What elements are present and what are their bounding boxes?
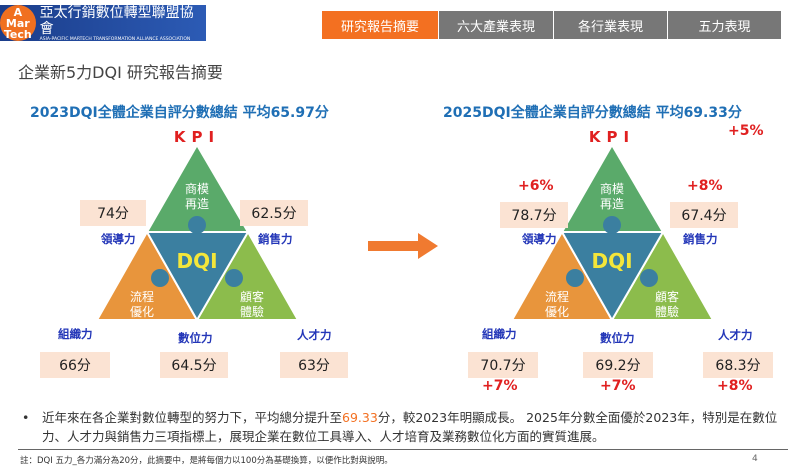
top-label: 商模 [185,181,209,196]
puzzle-knob [225,269,243,287]
diagram-2023-triangle: KPI 商模 再造 DQI 流程 優化 顧客 體驗 [95,128,300,323]
left-label: 優化 [130,305,154,319]
dqi-label: DQI [176,249,217,273]
summary-bullet: • 近年來在各企業對數位轉型的努力下，平均總分提升至69.33分，較2023年明… [22,408,792,446]
diagram-2023-title: 2023DQI全體企業自評分數總結 平均65.97分 [30,105,329,121]
score-digital-2023: 64.5分 [160,352,228,378]
score-leadership-2023: 74分 [80,200,146,226]
label-leadership: 領導力 [101,232,136,246]
right-label: 體驗 [655,305,679,319]
left-label: 流程 [545,289,569,304]
score-leadership-2025: 78.7分 [500,202,568,228]
change-digital: +7% [600,378,636,394]
kpi-label: KPI [174,128,220,146]
label-leadership: 領導力 [522,232,557,246]
right-label: 顧客 [655,289,679,304]
label-organization: 組織力 [482,327,517,341]
top-label: 再造 [600,197,624,211]
dqi-label: DQI [591,249,632,273]
label-talent: 人才力 [297,328,332,342]
tab-five-forces[interactable]: 五力表現 [668,11,781,39]
diagram-2025-title: 2025DQI全體企業自評分數總結 平均69.33分 [443,105,742,121]
tab-each-industry[interactable]: 各行業表現 [554,11,667,39]
summary-text: 近年來在各企業對數位轉型的努力下，平均總分提升至69.33分，較2023年明顯成… [42,410,778,444]
score-organization-2023: 66分 [40,352,110,378]
tab-research-summary[interactable]: 研究報告摘要 [322,11,438,39]
puzzle-knob [603,216,621,234]
score-talent-2023: 63分 [280,352,348,378]
arrow-right-icon [368,233,438,259]
score-organization-2025: 70.7分 [468,352,538,378]
change-talent: +8% [717,378,753,394]
page-number: 4 [752,454,758,464]
score-digital-2025: 69.2分 [583,352,653,378]
logo-subtitle: ASIA-PACIFIC MARTECH TRANSFORMATION ALLI… [39,36,191,42]
footnote: 註：DQI 五力_各力滿分為20分，此摘要中，是將每個力以100分為基礎換算，以… [20,456,393,466]
label-sales: 銷售力 [683,232,718,246]
label-digital: 數位力 [178,331,213,345]
overall-change: +5% [728,123,764,139]
score-talent-2025: 68.3分 [703,352,773,378]
divider [18,449,788,450]
left-label: 流程 [130,289,154,304]
top-label: 商模 [600,181,624,196]
right-label: 體驗 [240,305,264,319]
change-leadership: +6% [518,178,554,194]
top-label: 再造 [185,197,209,211]
change-organization: +7% [482,378,518,394]
puzzle-knob [566,269,584,287]
page-title: 企業新5力DQI 研究報告摘要 [18,63,223,82]
puzzle-knob [151,269,169,287]
puzzle-knob [640,269,658,287]
bullet-dot: • [22,410,30,425]
nav-tabs: 研究報告摘要 六大產業表現 各行業表現 五力表現 [322,11,781,39]
kpi-label: KPI [589,128,635,146]
change-sales: +8% [687,178,723,194]
logo-name: 亞太行銷數位轉型聯盟協會 [39,4,194,37]
label-digital: 數位力 [600,331,635,345]
score-sales-2025: 67.4分 [670,202,738,228]
logo: A Mar Tech 亞太行銷數位轉型聯盟協會 ASIA-PACIFIC MARTE… [0,4,206,42]
left-label: 優化 [545,305,569,319]
label-organization: 組織力 [58,327,93,341]
right-label: 顧客 [240,289,264,304]
label-talent: 人才力 [718,328,753,342]
highlight-score: 69.33 [342,410,378,425]
puzzle-knob [188,216,206,234]
score-sales-2023: 62.5分 [240,200,308,226]
label-sales: 銷售力 [258,232,293,246]
diagram-2025-triangle: KPI 商模 再造 DQI 流程 優化 顧客 體驗 [510,128,715,323]
logo-mark: A Mar Tech [0,5,36,41]
tab-six-industries[interactable]: 六大產業表現 [439,11,553,39]
